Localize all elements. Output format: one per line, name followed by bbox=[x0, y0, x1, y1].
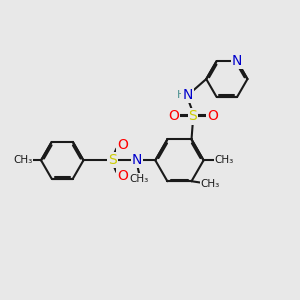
Text: N: N bbox=[182, 88, 193, 102]
Text: O: O bbox=[118, 138, 128, 152]
Text: CH₃: CH₃ bbox=[130, 174, 149, 184]
Text: O: O bbox=[207, 110, 218, 123]
Text: CH₃: CH₃ bbox=[200, 178, 220, 189]
Text: N: N bbox=[232, 54, 242, 68]
Text: O: O bbox=[118, 169, 128, 183]
Text: CH₃: CH₃ bbox=[13, 155, 32, 165]
Text: H: H bbox=[176, 90, 185, 100]
Text: CH₃: CH₃ bbox=[214, 155, 234, 165]
Text: S: S bbox=[189, 110, 197, 123]
Text: O: O bbox=[168, 110, 179, 123]
Text: S: S bbox=[109, 153, 117, 167]
Text: N: N bbox=[132, 153, 142, 167]
